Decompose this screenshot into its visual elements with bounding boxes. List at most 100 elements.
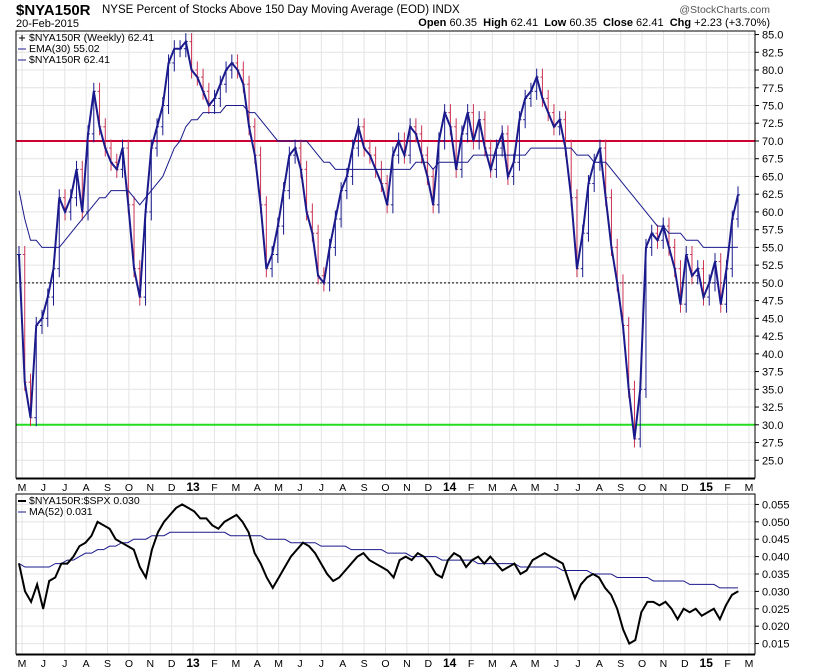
price-point <box>29 416 32 419</box>
ratio-point <box>356 556 358 558</box>
price-point <box>294 147 296 149</box>
price-point <box>679 303 682 305</box>
legend-label: $NYA150R:$SPX 0.030 <box>29 495 140 507</box>
x-tick-label: M <box>231 482 240 494</box>
y-tick-label: 0.015 <box>762 639 790 651</box>
low-value: 60.35 <box>569 17 597 29</box>
y-tick-label: 52.5 <box>762 260 783 272</box>
price-point <box>725 267 728 270</box>
price-point <box>622 324 624 327</box>
y-tick-label: 50.0 <box>762 278 783 290</box>
price-point <box>41 317 43 320</box>
y-tick-label: 0.040 <box>762 552 790 564</box>
price-point <box>415 133 417 135</box>
ratio-point <box>701 615 703 617</box>
x-tick-label: J <box>554 658 559 668</box>
ratio-point <box>707 611 709 613</box>
ratio-point <box>78 545 81 547</box>
y-tick-label: 60.0 <box>762 207 783 219</box>
price-point <box>202 90 204 93</box>
x-tick-label: M <box>488 482 497 494</box>
ratio-point <box>489 556 491 558</box>
ratio-point <box>199 517 201 519</box>
y-tick-label: 85.0 <box>762 30 783 42</box>
ratio-point <box>229 517 232 519</box>
open-label: Open <box>418 17 447 29</box>
ratio-point <box>235 514 238 516</box>
price-point <box>714 260 716 263</box>
x-tick-label: J <box>297 658 302 668</box>
y-tick-label: 27.5 <box>762 438 783 450</box>
x-tick-label: F <box>211 658 217 668</box>
price-point <box>495 147 498 149</box>
price-point <box>363 147 365 149</box>
ratio-point <box>205 517 207 519</box>
price-point <box>167 62 170 64</box>
ratio-point <box>471 559 473 561</box>
price-point <box>610 246 613 249</box>
chart-description: NYSE Percent of Stocks Above 150 Day Mov… <box>102 4 460 16</box>
price-point <box>553 125 555 128</box>
ratio-point <box>181 503 183 506</box>
price-point <box>81 211 84 213</box>
price-point <box>616 282 619 284</box>
ratio-point <box>320 562 322 565</box>
ratio-point <box>350 562 352 565</box>
ratio-point <box>96 521 99 523</box>
x-tick-label: D <box>681 658 689 668</box>
ratio-point <box>453 552 455 554</box>
chg-value: +2.23 (+3.70%) <box>694 17 770 29</box>
ratio-point <box>308 545 310 547</box>
price-point <box>369 154 371 156</box>
price-point <box>656 239 659 242</box>
x-tick-label: O <box>381 658 389 668</box>
y-tick-label: 65.0 <box>762 171 783 183</box>
brand-watermark: @StockCharts.com <box>679 4 770 16</box>
ratio-point <box>634 639 636 641</box>
ratio-point <box>217 528 219 530</box>
x-tick-label: S <box>617 482 624 494</box>
price-point <box>438 140 440 142</box>
x-tick-label: N <box>660 658 668 668</box>
ratio-point <box>725 604 727 606</box>
price-point <box>127 204 130 206</box>
price-point <box>691 274 693 277</box>
price-point <box>731 218 734 220</box>
price-point <box>265 267 268 270</box>
x-tick-label: F <box>468 482 474 494</box>
price-point <box>512 161 515 164</box>
ratio-point <box>326 573 328 575</box>
y-tick-label: 82.5 <box>762 47 783 59</box>
x-tick-label: D <box>681 482 689 494</box>
ratio-point <box>477 556 479 558</box>
x-tick-label: J <box>575 482 580 494</box>
price-point <box>604 196 607 199</box>
ratio-point <box>610 594 612 596</box>
x-tick-label: M <box>745 658 754 668</box>
price-point <box>277 225 279 227</box>
ratio-point <box>115 538 117 540</box>
price-point <box>455 168 457 171</box>
ratio-point <box>169 514 171 516</box>
legend-label: $NYA150R (Weekly) 62.41 <box>29 32 154 44</box>
price-point <box>668 246 670 249</box>
ratio-point <box>133 549 135 551</box>
main-price-chart: 85.0 82.5 80.0 77.5 75.0 72.5 70.0 67.5 65.0 62.5… <box>15 30 790 668</box>
legend-label: MA(52) 0.031 <box>29 506 93 518</box>
ratio-point <box>652 601 655 603</box>
x-tick-label: A <box>254 482 261 494</box>
ratio-point <box>109 528 111 530</box>
price-point <box>351 147 354 149</box>
price-point <box>524 97 526 100</box>
price-point <box>271 253 273 256</box>
ratio-point <box>72 556 74 558</box>
ratio-point <box>598 576 600 579</box>
ema-line <box>18 105 739 248</box>
price-point <box>179 47 181 50</box>
chart-symbol: $NYA150R <box>16 2 91 19</box>
price-point <box>219 83 222 86</box>
x-tick-label: O <box>638 482 646 494</box>
x-tick-label: S <box>104 658 111 668</box>
x-tick-label: 15 <box>700 480 714 494</box>
y-tick-label: 37.5 <box>762 367 783 379</box>
